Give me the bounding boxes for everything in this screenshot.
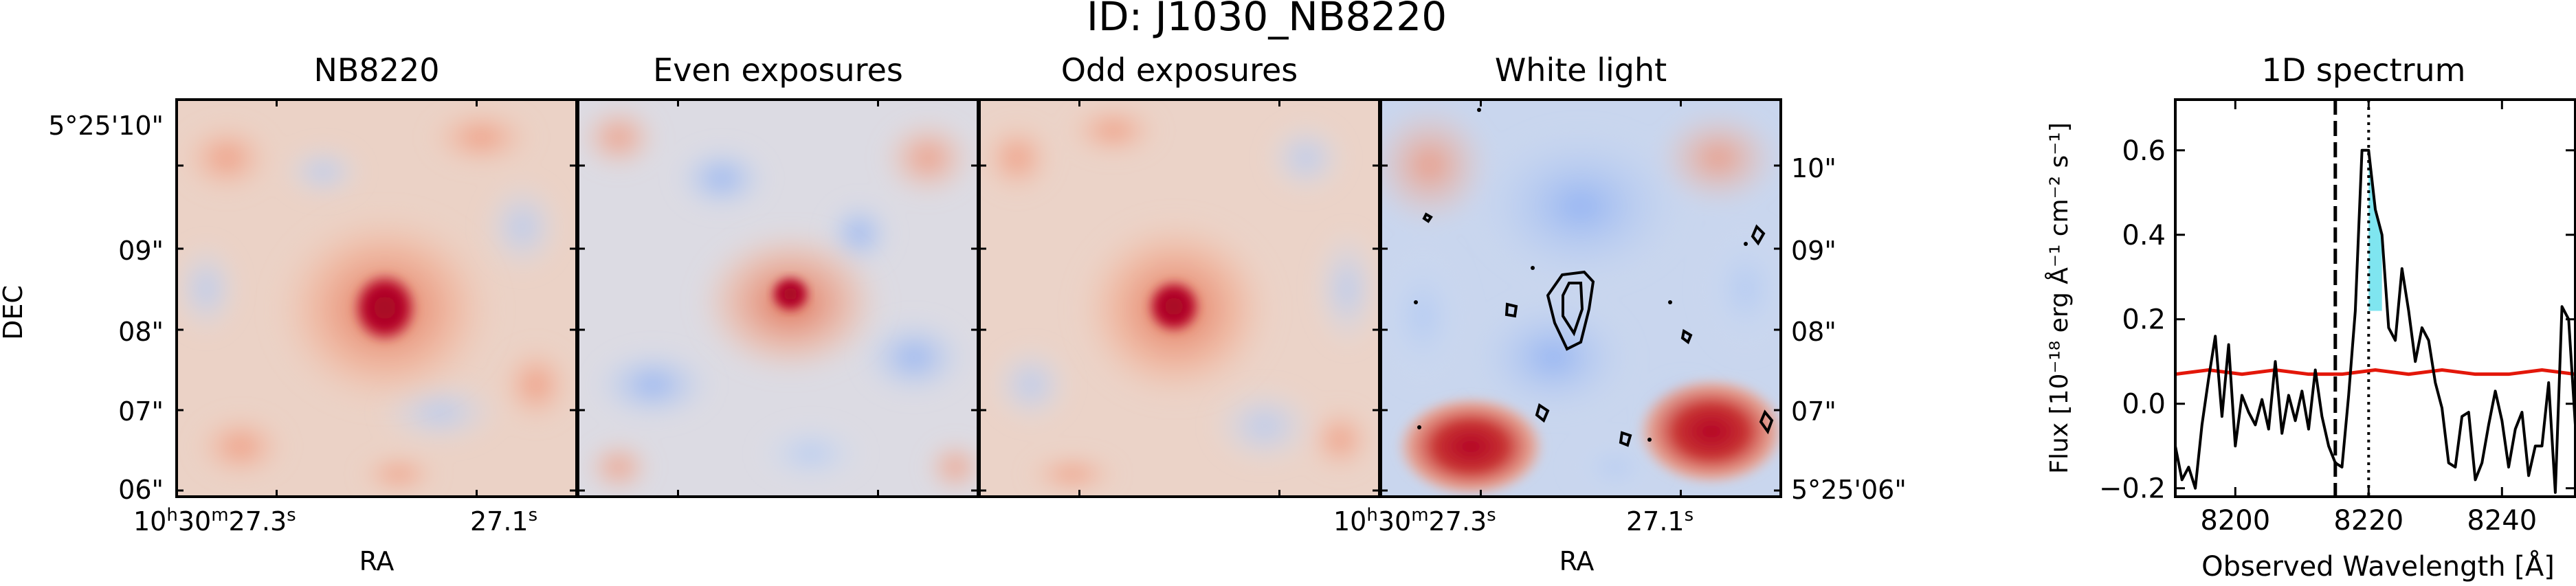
dec-right-tick-label-3: 07"	[1791, 396, 1836, 427]
dec-right-tick-label-2: 08"	[1791, 317, 1836, 347]
spectrum-frame	[2174, 98, 2576, 498]
ra-tick-label-right-p4: 27.1s	[1626, 505, 1694, 537]
ra-axis-label-p4: RA	[1559, 546, 1595, 576]
y-tick-label-1: 0.0	[2122, 389, 2166, 420]
dec-tick-label-4: 06"	[118, 475, 164, 505]
x-tick-label-1: 8220	[2333, 505, 2403, 537]
spectrum-title: 1D spectrum	[2262, 52, 2466, 89]
dec-tick-label-2: 08"	[118, 317, 164, 347]
spectrum-xlabel: Observed Wavelength [Å]	[2201, 550, 2555, 583]
flux-contours	[1422, 212, 1774, 447]
figure-title: ID: J1030_NB8220	[1087, 0, 1447, 40]
panel-title-even: Even exposures	[653, 52, 903, 89]
image-panel-white-light	[1381, 100, 1781, 497]
x-tick-label-0: 8200	[2200, 505, 2270, 537]
noise-line	[2175, 368, 2576, 376]
panel-title-nb8220: NB8220	[313, 52, 439, 89]
ra-tick-label-left-p1: 10h30m27.3s	[133, 505, 296, 537]
dec-tick-label-0: 5°25'10"	[48, 111, 164, 141]
frame-white-light	[1379, 98, 1782, 498]
dec-right-tick-label-1: 09"	[1791, 236, 1836, 266]
ra-axis-label-p1: RA	[359, 546, 395, 576]
y-tick-label-0: −0.2	[2099, 473, 2166, 505]
image-panel-odd	[979, 100, 1379, 497]
dec-tick-label-1: 09"	[118, 236, 164, 266]
ra-tick-label-right-p1: 27.1s	[470, 505, 537, 537]
dec-right-tick-label-0: 10"	[1791, 153, 1836, 183]
dec-tick-label-3: 07"	[118, 396, 164, 427]
dec-axis-label: DEC	[0, 285, 28, 340]
x-tick-label-2: 8240	[2467, 505, 2537, 537]
dec-right-tick-label-4: 5°25'06"	[1791, 475, 1907, 505]
panel-title-odd: Odd exposures	[1061, 52, 1298, 89]
spectrum-line	[2174, 148, 2576, 494]
panel-title-white: White light	[1495, 52, 1667, 89]
y-tick-label-4: 0.6	[2122, 135, 2166, 167]
y-tick-label-2: 0.2	[2122, 304, 2166, 336]
spectrum-ylabel: Flux [10⁻¹⁸ erg Å⁻¹ cm⁻² s⁻¹]	[2044, 122, 2074, 474]
image-tick-marks	[177, 100, 1781, 497]
ra-tick-label-left-p4: 10h30m27.3s	[1333, 505, 1496, 537]
image-panel-even	[578, 100, 978, 497]
spectrum-plot: 8200 8220 8240 −0.2 0.0 0.2 0.4 0.6	[2099, 100, 2576, 537]
image-panel-nb8220	[177, 100, 577, 497]
y-tick-label-3: 0.4	[2122, 220, 2166, 251]
